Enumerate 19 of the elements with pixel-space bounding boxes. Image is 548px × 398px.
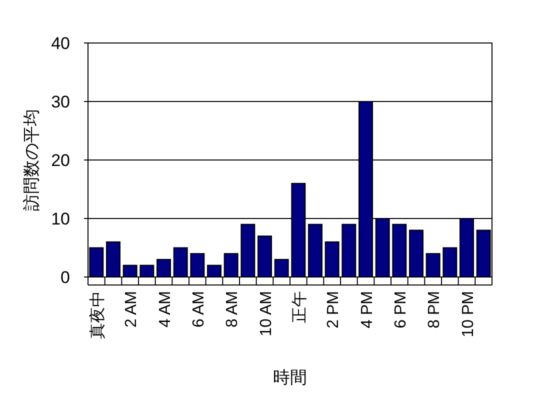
- x-tick-label: 6 AM: [190, 291, 208, 328]
- y-tick-label: 20: [51, 151, 70, 170]
- x-tick-label: 4 PM: [358, 291, 376, 328]
- x-tick-label: 10 AM: [258, 291, 275, 336]
- x-tick-label: 10 PM: [460, 291, 477, 338]
- x-tick-label: 2 AM: [123, 291, 140, 328]
- y-tick-label: 30: [51, 92, 70, 112]
- x-tick-label: 8 AM: [224, 291, 242, 328]
- x-tick-label: 4 AM: [156, 291, 174, 328]
- y-axis-title: 訪問数の平均: [22, 109, 41, 211]
- x-tick-label: 8 PM: [426, 291, 444, 328]
- x-tick-label: 真夜中: [88, 291, 106, 339]
- y-tick-label: 10: [51, 210, 70, 228]
- x-tick-label: 正午: [291, 291, 308, 323]
- x-tick-label: 2 PM: [325, 291, 342, 328]
- x-tick-label: 6 PM: [392, 291, 410, 328]
- x-axis-title: 時間: [273, 368, 307, 387]
- y-tick-label: 0: [60, 268, 70, 287]
- y-tick-label: 40: [51, 34, 70, 53]
